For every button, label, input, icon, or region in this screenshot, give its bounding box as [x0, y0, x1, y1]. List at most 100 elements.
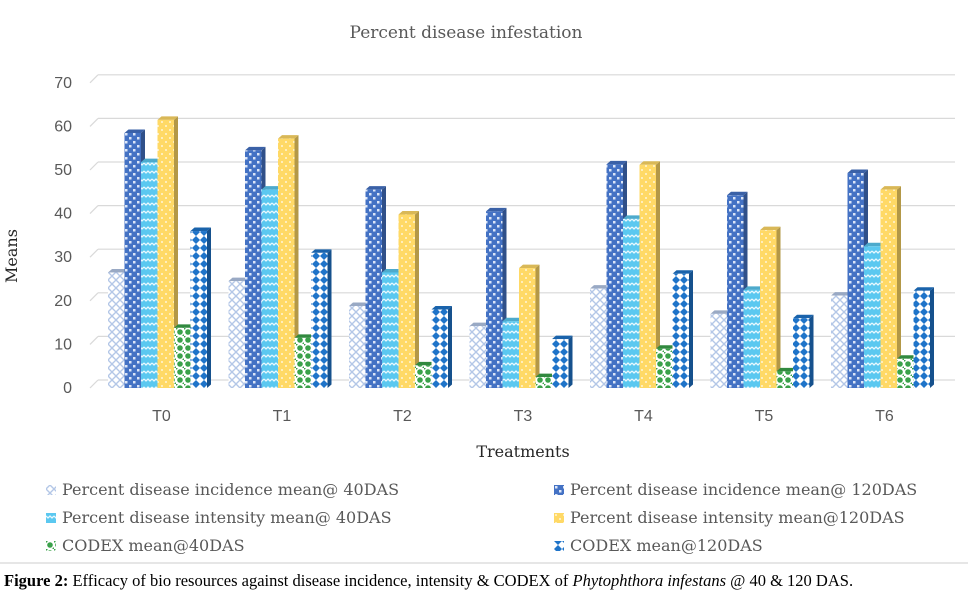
bar-group-T2	[349, 186, 452, 388]
y-tick-label: 0	[63, 380, 72, 397]
bar	[847, 173, 864, 388]
bar	[228, 281, 245, 388]
bar-top	[141, 158, 162, 163]
bar	[897, 358, 914, 388]
caption-label: Figure 2:	[4, 571, 69, 590]
legend-label: Percent disease incidence mean@ 40DAS	[62, 480, 400, 499]
gridline-depth	[89, 74, 99, 84]
bar-top	[349, 302, 370, 307]
bar-group-T5	[710, 191, 814, 388]
figure-caption: Figure 2: Efficacy of bio resources agai…	[4, 571, 968, 591]
bar-top	[847, 169, 868, 174]
bar-top	[245, 146, 266, 151]
bar-top	[672, 270, 693, 274]
bar-top	[623, 215, 644, 219]
gridline-depth	[89, 335, 99, 345]
bar	[535, 377, 552, 388]
legend-swatch-icon	[554, 540, 564, 551]
x-tick-label: T0	[152, 408, 171, 425]
bar	[190, 231, 207, 388]
bar-top	[157, 116, 178, 120]
bar-side	[535, 264, 540, 388]
bar-top	[228, 277, 249, 282]
bar	[415, 365, 432, 388]
bar-top	[261, 186, 282, 190]
x-tick-label: T5	[755, 408, 774, 425]
bar	[157, 119, 174, 389]
bar	[502, 321, 519, 388]
gridline-depth	[89, 117, 99, 127]
bar-top	[639, 161, 660, 165]
y-axis-title: Means	[2, 229, 21, 283]
bar	[519, 268, 536, 388]
bar-top	[190, 227, 211, 232]
bar	[365, 189, 382, 388]
bar	[349, 306, 366, 388]
legend-label: CODEX mean@120DAS	[570, 536, 763, 555]
bar	[174, 327, 191, 388]
legend-label: Percent disease intensity mean@120DAS	[570, 508, 905, 527]
x-tick-label: T2	[393, 408, 412, 425]
bar	[398, 214, 415, 388]
bar	[727, 195, 744, 388]
bar	[864, 246, 881, 388]
gridline-depth	[89, 248, 99, 258]
bar	[793, 318, 810, 388]
y-tick-label: 50	[54, 162, 72, 179]
bar-side	[930, 287, 934, 388]
bar	[124, 132, 141, 388]
legend-label: CODEX mean@40DAS	[62, 536, 245, 555]
bar-side	[689, 270, 693, 388]
legend-item: CODEX mean@40DAS	[46, 536, 245, 555]
bar-top	[760, 226, 781, 231]
bar	[552, 339, 569, 388]
caption-text: Efficacy of bio resources against diseas…	[68, 571, 573, 590]
bar-group-T4	[590, 160, 693, 388]
bar-top	[174, 324, 195, 328]
bar	[831, 295, 848, 388]
bar-top	[864, 242, 885, 247]
legend-swatch-icon	[46, 512, 56, 523]
bar-top	[502, 317, 523, 322]
bar-top	[365, 186, 386, 190]
bar	[261, 189, 278, 388]
legend-item: Percent disease incidence mean@ 40DAS	[46, 480, 399, 499]
bars	[108, 116, 934, 389]
bar-side	[809, 314, 814, 388]
bar	[108, 272, 125, 388]
bar-side	[656, 161, 660, 388]
legend-item: Percent disease incidence mean@ 120DAS	[554, 480, 917, 499]
gridline-depth	[89, 292, 99, 302]
bar	[245, 150, 262, 388]
bar-top	[415, 361, 436, 366]
gridline-depth	[89, 379, 99, 389]
bar-side	[327, 249, 332, 388]
x-axis-ticks: T0 T1 T2 T3 T4 T5 T6	[152, 408, 894, 425]
bar	[141, 162, 158, 388]
y-tick-label: 60	[54, 118, 72, 135]
legend-swatch-icon	[46, 484, 56, 495]
legend-label: Percent disease incidence mean@ 120DAS	[570, 480, 918, 499]
bar-top	[278, 135, 299, 139]
chart-title: Percent disease infestation	[350, 23, 583, 43]
bar-top	[776, 367, 797, 372]
bar	[382, 272, 399, 388]
bar-top	[535, 373, 556, 378]
bar	[672, 273, 689, 388]
legend-swatch-icon	[554, 512, 564, 523]
x-tick-label: T6	[875, 408, 894, 425]
x-tick-label: T3	[514, 408, 533, 425]
gridline-depth	[89, 161, 99, 171]
y-axis-ticks: 0 10 20 30 40 50 60 70	[54, 75, 72, 397]
bar-side	[294, 135, 299, 388]
bar	[590, 288, 607, 388]
legend-item: CODEX mean@120DAS	[554, 536, 763, 555]
bar	[278, 138, 295, 388]
bar	[760, 230, 777, 388]
bar-group-T6	[831, 169, 934, 388]
legend-swatch-icon	[554, 484, 564, 495]
bar-side	[897, 186, 901, 388]
bar-top	[382, 268, 403, 273]
bar	[710, 313, 727, 388]
bar	[880, 189, 897, 388]
